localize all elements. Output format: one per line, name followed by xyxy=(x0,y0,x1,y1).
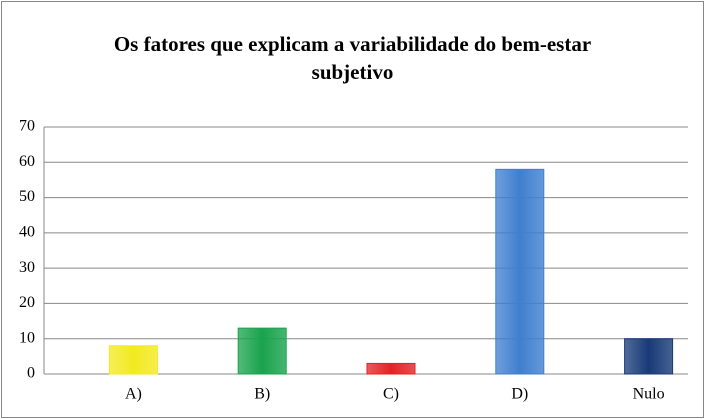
y-tick-label: 20 xyxy=(19,294,35,311)
x-tick-label: Nulo xyxy=(633,386,665,403)
bar xyxy=(108,345,158,375)
x-tick-label: D) xyxy=(511,386,528,403)
y-tick-label: 30 xyxy=(19,259,35,276)
x-tick-label: C) xyxy=(383,386,399,403)
bar xyxy=(237,327,287,375)
bar xyxy=(495,168,545,375)
y-tick-label: 70 xyxy=(19,118,35,135)
y-tick-label: 60 xyxy=(19,153,35,170)
y-tick-label: 40 xyxy=(19,224,35,241)
x-tick-label: B) xyxy=(254,386,270,403)
x-tick-label: A) xyxy=(125,386,142,403)
bar xyxy=(624,338,674,375)
y-tick-label: 0 xyxy=(27,365,35,382)
bar xyxy=(366,362,416,375)
y-tick-label: 10 xyxy=(19,329,35,346)
y-tick-label: 50 xyxy=(19,188,35,205)
chart-title: Os fatores que explicam a variabilidade … xyxy=(113,32,592,84)
